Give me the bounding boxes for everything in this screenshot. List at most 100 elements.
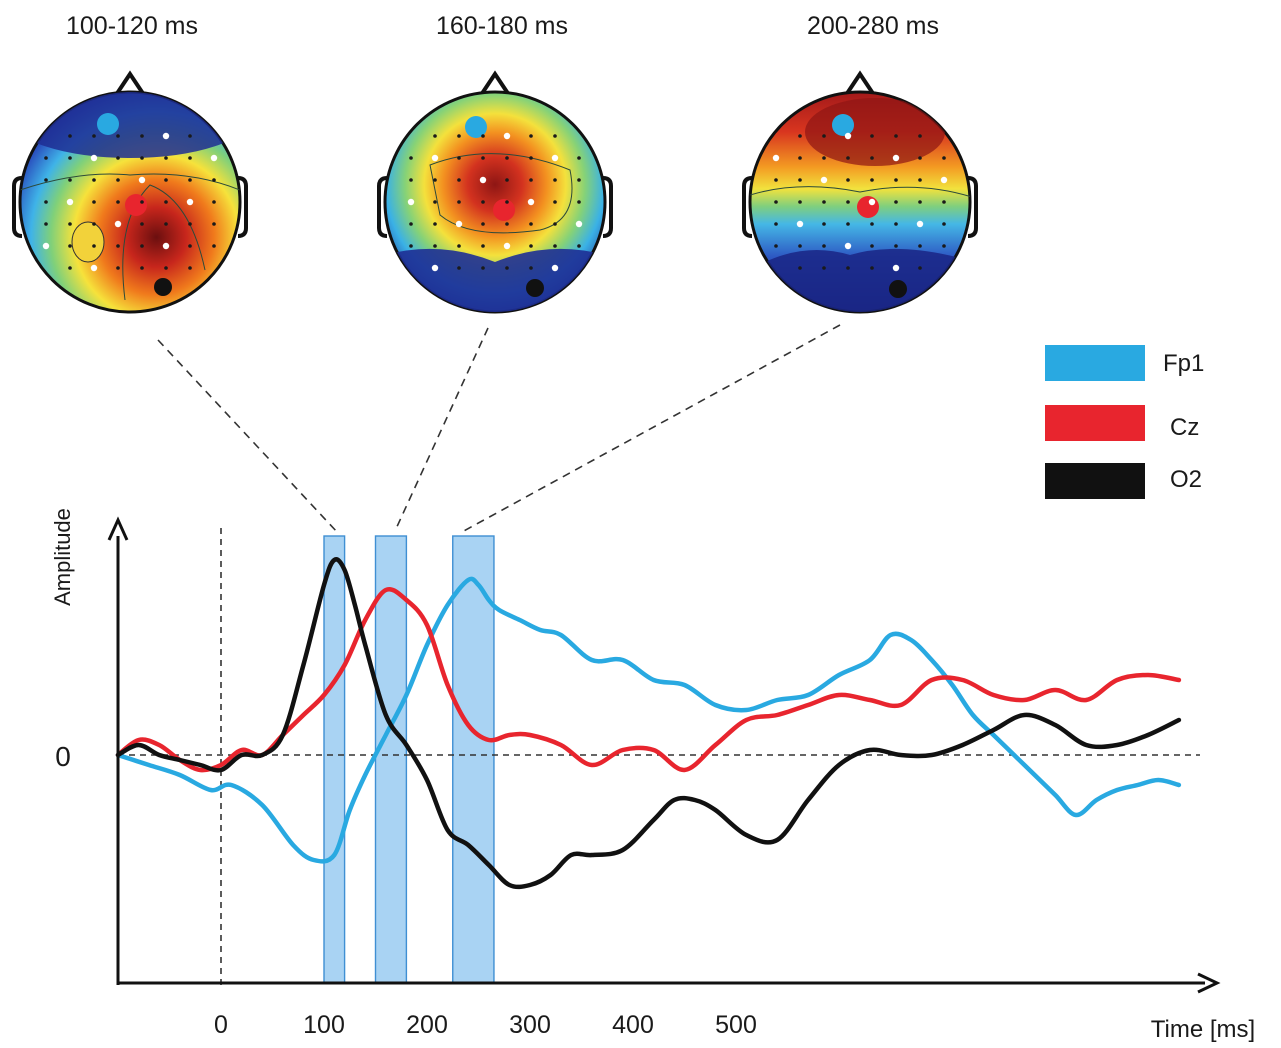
electrode-dot [577, 156, 581, 160]
electrode-dot [577, 200, 581, 204]
electrode-dot [774, 222, 778, 226]
electrode-dot [68, 244, 72, 248]
electrode-dot [457, 200, 461, 204]
electrode-dot [114, 220, 122, 228]
electrode-dot [942, 200, 946, 204]
electrode-dot [918, 266, 922, 270]
electrode-dot [433, 200, 437, 204]
electrode-dot [503, 242, 511, 250]
x-tick-label: 400 [612, 1011, 654, 1039]
electrode-dot [116, 156, 120, 160]
electrode-dot [553, 178, 557, 182]
electrode-dot [505, 266, 509, 270]
electrode-dot [529, 244, 533, 248]
electrode-dot [918, 200, 922, 204]
electrode-dot [503, 132, 511, 140]
electrode-dot [505, 222, 509, 226]
electrode-dot [407, 198, 415, 206]
electrode-dot [140, 266, 144, 270]
electrode-dot [212, 222, 216, 226]
electrode-dot [551, 264, 559, 272]
electrode-dot [553, 244, 557, 248]
electrode-dot [575, 220, 583, 228]
electrode-dot [68, 156, 72, 160]
electrode-dot [822, 266, 826, 270]
electrode-dot [529, 156, 533, 160]
electrode-dot [577, 244, 581, 248]
electrode-dot [164, 178, 168, 182]
electrode-dot [92, 178, 96, 182]
x-tick-label: 500 [715, 1011, 757, 1039]
electrode-dot [140, 222, 144, 226]
x-tick-label: 0 [214, 1011, 228, 1039]
fp1-marker [97, 113, 119, 135]
electrode-dots [42, 132, 948, 272]
electrode-dot [210, 154, 218, 162]
electrode-dot [846, 156, 850, 160]
electrode-dot [44, 178, 48, 182]
electrode-dot [822, 156, 826, 160]
electrode-dot [42, 242, 50, 250]
o2-marker [154, 278, 172, 296]
electrode-dot [188, 244, 192, 248]
electrode-dot [870, 156, 874, 160]
plot-area: Amplitude 0 Time [ms] 0 100 200 300 400 500 [50, 508, 1255, 1043]
electrode-dot [66, 198, 74, 206]
electrode-dot [844, 242, 852, 250]
electrode-dot [433, 222, 437, 226]
topomap-2 [377, 70, 613, 314]
electrode-dot [846, 178, 850, 182]
legend: Fp1 Cz O2 [1045, 345, 1204, 499]
electrode-dot [505, 178, 509, 182]
legend-swatch-fp1 [1045, 345, 1145, 381]
x-tick-label: 300 [509, 1011, 551, 1039]
electrode-dot [433, 178, 437, 182]
highlight-window-1 [323, 535, 346, 984]
electrode-dot [846, 222, 850, 226]
electrode-dot [942, 222, 946, 226]
electrode-dot [162, 132, 170, 140]
electrode-dot [844, 132, 852, 140]
electrode-dot [44, 200, 48, 204]
legend-label-fp1: Fp1 [1163, 350, 1204, 377]
electrode-dot [455, 220, 463, 228]
electrode-dot [188, 178, 192, 182]
electrode-dot [92, 244, 96, 248]
electrode-dot [553, 222, 557, 226]
electrode-dot [457, 244, 461, 248]
electrode-dot [918, 178, 922, 182]
electrode-dot [940, 176, 948, 184]
x-tick-label: 200 [406, 1011, 448, 1039]
electrode-dot [68, 266, 72, 270]
electrode-dot [116, 134, 120, 138]
cz-marker [125, 194, 147, 216]
electrode-dot [798, 266, 802, 270]
electrode-dot [116, 178, 120, 182]
electrode-dot [798, 156, 802, 160]
electrode-dot [164, 200, 168, 204]
electrode-dot [918, 156, 922, 160]
electrode-dot [433, 244, 437, 248]
electrode-dot [505, 156, 509, 160]
electrode-dot [527, 198, 535, 206]
electrode-dot [774, 200, 778, 204]
topomap-1-label: 100-120 ms [66, 12, 198, 40]
legend-label-cz: Cz [1170, 414, 1199, 441]
electrode-dot [481, 222, 485, 226]
electrode-dot [68, 178, 72, 182]
electrode-dot [822, 134, 826, 138]
electrode-dot [870, 178, 874, 182]
electrode-dot [798, 244, 802, 248]
electrode-dot [212, 178, 216, 182]
electrode-dot [431, 264, 439, 272]
electrode-dot [116, 266, 120, 270]
highlight-window-2 [374, 535, 408, 984]
electrode-dot [481, 134, 485, 138]
electrode-dot [774, 244, 778, 248]
y-zero-label: 0 [55, 741, 71, 772]
electrode-dot [409, 244, 413, 248]
electrode-dot [90, 154, 98, 162]
topomap-1 [12, 70, 248, 314]
electrode-dot [894, 200, 898, 204]
electrode-dot [188, 266, 192, 270]
